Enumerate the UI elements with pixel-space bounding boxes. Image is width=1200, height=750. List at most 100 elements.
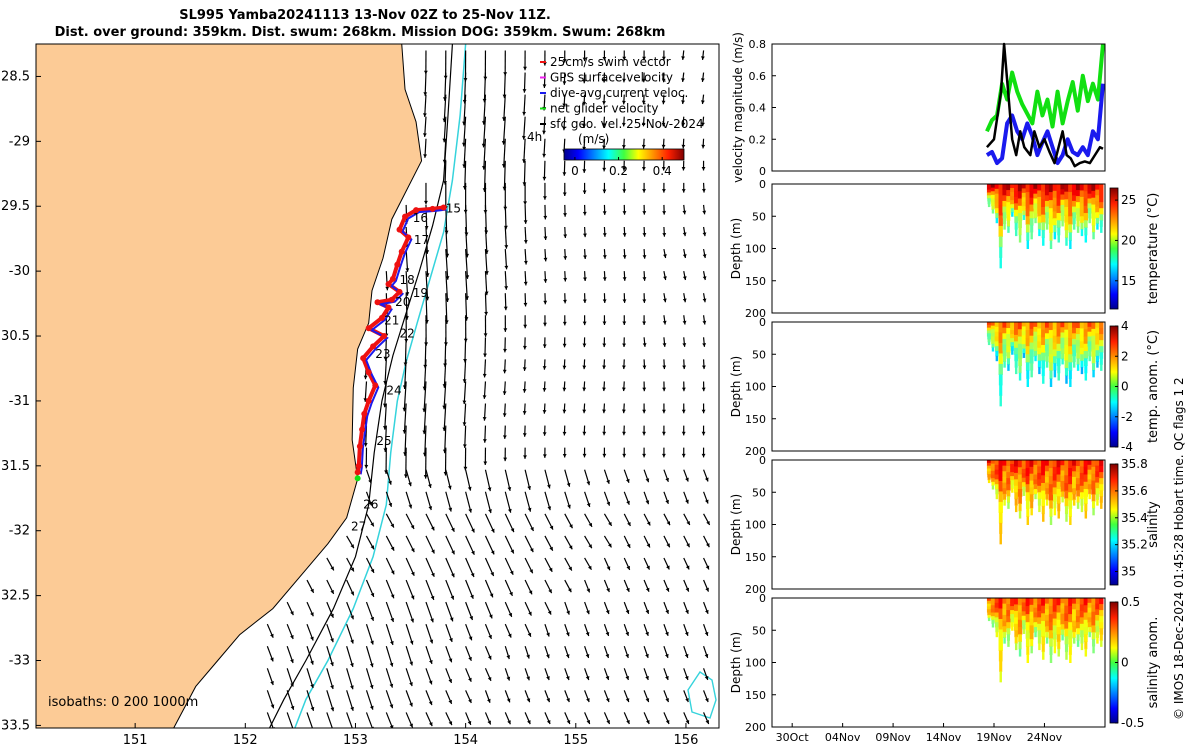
current-vector-head [622, 255, 627, 259]
profile-cell [1095, 620, 1100, 627]
current-vector-head [507, 633, 512, 638]
profile-cell [1088, 217, 1091, 224]
current-vector-head [622, 78, 626, 83]
profile-cell [1076, 364, 1080, 371]
profile-cell [1033, 469, 1038, 476]
current-vector-head [523, 201, 528, 205]
current-vector [326, 668, 334, 690]
current-vector-head [547, 610, 552, 615]
current-vector-head [704, 477, 709, 482]
current-vector [484, 469, 491, 492]
current-vector-head [642, 255, 647, 259]
current-vector-head [705, 698, 709, 703]
heatmap-ytick-label: 0 [759, 592, 766, 605]
current-vector-head [662, 409, 666, 414]
current-vector-head [642, 211, 647, 215]
profile-cell [1052, 211, 1058, 219]
profile-cell [1075, 334, 1081, 341]
profile-cell [1021, 330, 1027, 336]
current-vector-head [606, 566, 611, 571]
profile-cell [1100, 640, 1103, 647]
profile-cell [1017, 605, 1023, 614]
current-vector [403, 381, 407, 412]
profile-cell [1010, 192, 1015, 197]
profile-cell [1017, 343, 1023, 352]
profile-cell [1044, 476, 1050, 484]
profile-cell [1099, 184, 1104, 191]
map-xtick-label: 156 [674, 733, 699, 748]
profile-cell [1041, 467, 1046, 476]
profile-cell [1064, 605, 1069, 614]
current-vector-head [582, 211, 587, 216]
profile-cell [998, 194, 1003, 206]
profile-cell [1037, 460, 1042, 467]
profile-cell [1044, 206, 1050, 213]
profile-cell [1014, 610, 1019, 618]
current-vector-head [645, 587, 650, 592]
track-point [402, 213, 409, 220]
current-vector-head [662, 211, 667, 215]
profile-cell [1095, 488, 1100, 495]
profile-cell [1014, 460, 1019, 467]
profile-cell [1060, 348, 1065, 354]
profile-cell [1087, 460, 1092, 466]
current-vector-head [641, 78, 646, 83]
current-vector-head [626, 543, 631, 548]
profile-cell [1060, 465, 1065, 471]
track-point [389, 275, 396, 282]
profile-cell [1076, 490, 1080, 497]
map-xtick-label: 153 [343, 733, 368, 748]
current-vector-head [370, 522, 374, 527]
profile-cell [1100, 226, 1103, 233]
profile-cell [1092, 507, 1095, 516]
profile-cell [1010, 460, 1015, 465]
track-point [365, 325, 372, 332]
current-vector-head [331, 729, 335, 733]
current-vector-head [701, 409, 706, 414]
current-vector [286, 712, 294, 728]
profile-cell [1095, 189, 1100, 196]
profile-cell [994, 198, 1000, 204]
profile-cell [1079, 472, 1085, 480]
profile-cell [1002, 471, 1007, 478]
land-area [36, 44, 423, 728]
current-vector-head [482, 417, 487, 421]
profile-cell [1033, 602, 1038, 609]
profile-cell [987, 336, 991, 340]
current-vector-head [602, 387, 606, 392]
current-vector-head [447, 485, 452, 490]
current-vector-head [423, 70, 428, 75]
profile-cell [1003, 361, 1006, 368]
profile-cell [1049, 516, 1053, 525]
profile-cell [1075, 340, 1081, 347]
track-point [398, 248, 405, 255]
current-vector-head [330, 589, 334, 594]
profile-cell [1041, 329, 1046, 338]
current-vector-head [701, 453, 706, 458]
profile-cell [1044, 609, 1050, 616]
current-vector [504, 226, 508, 249]
profile-cell [1048, 468, 1054, 477]
current-vector-head [646, 565, 650, 570]
profile-cell [1079, 341, 1085, 349]
profile-cell [1076, 634, 1080, 641]
profile-cell [1091, 356, 1096, 364]
current-vector-head [363, 375, 368, 380]
current-vector-head [502, 413, 507, 417]
profile-cell [1014, 334, 1019, 342]
current-vector-head [621, 387, 626, 392]
current-vector-head [330, 566, 334, 571]
current-vector-head [523, 324, 528, 329]
profile-cell [1080, 229, 1084, 237]
profile-cell [1037, 209, 1042, 217]
current-vector-head [522, 411, 527, 415]
profile-cell [1025, 638, 1030, 647]
profile-cell [1091, 197, 1096, 206]
profile-cell [986, 186, 992, 191]
current-vector [385, 646, 394, 667]
profile-cell [1002, 609, 1007, 616]
profile-cell [1091, 184, 1096, 192]
profile-cell [994, 326, 1000, 333]
profile-cell [1083, 220, 1088, 229]
velocity-series-line [985, 43, 1105, 133]
